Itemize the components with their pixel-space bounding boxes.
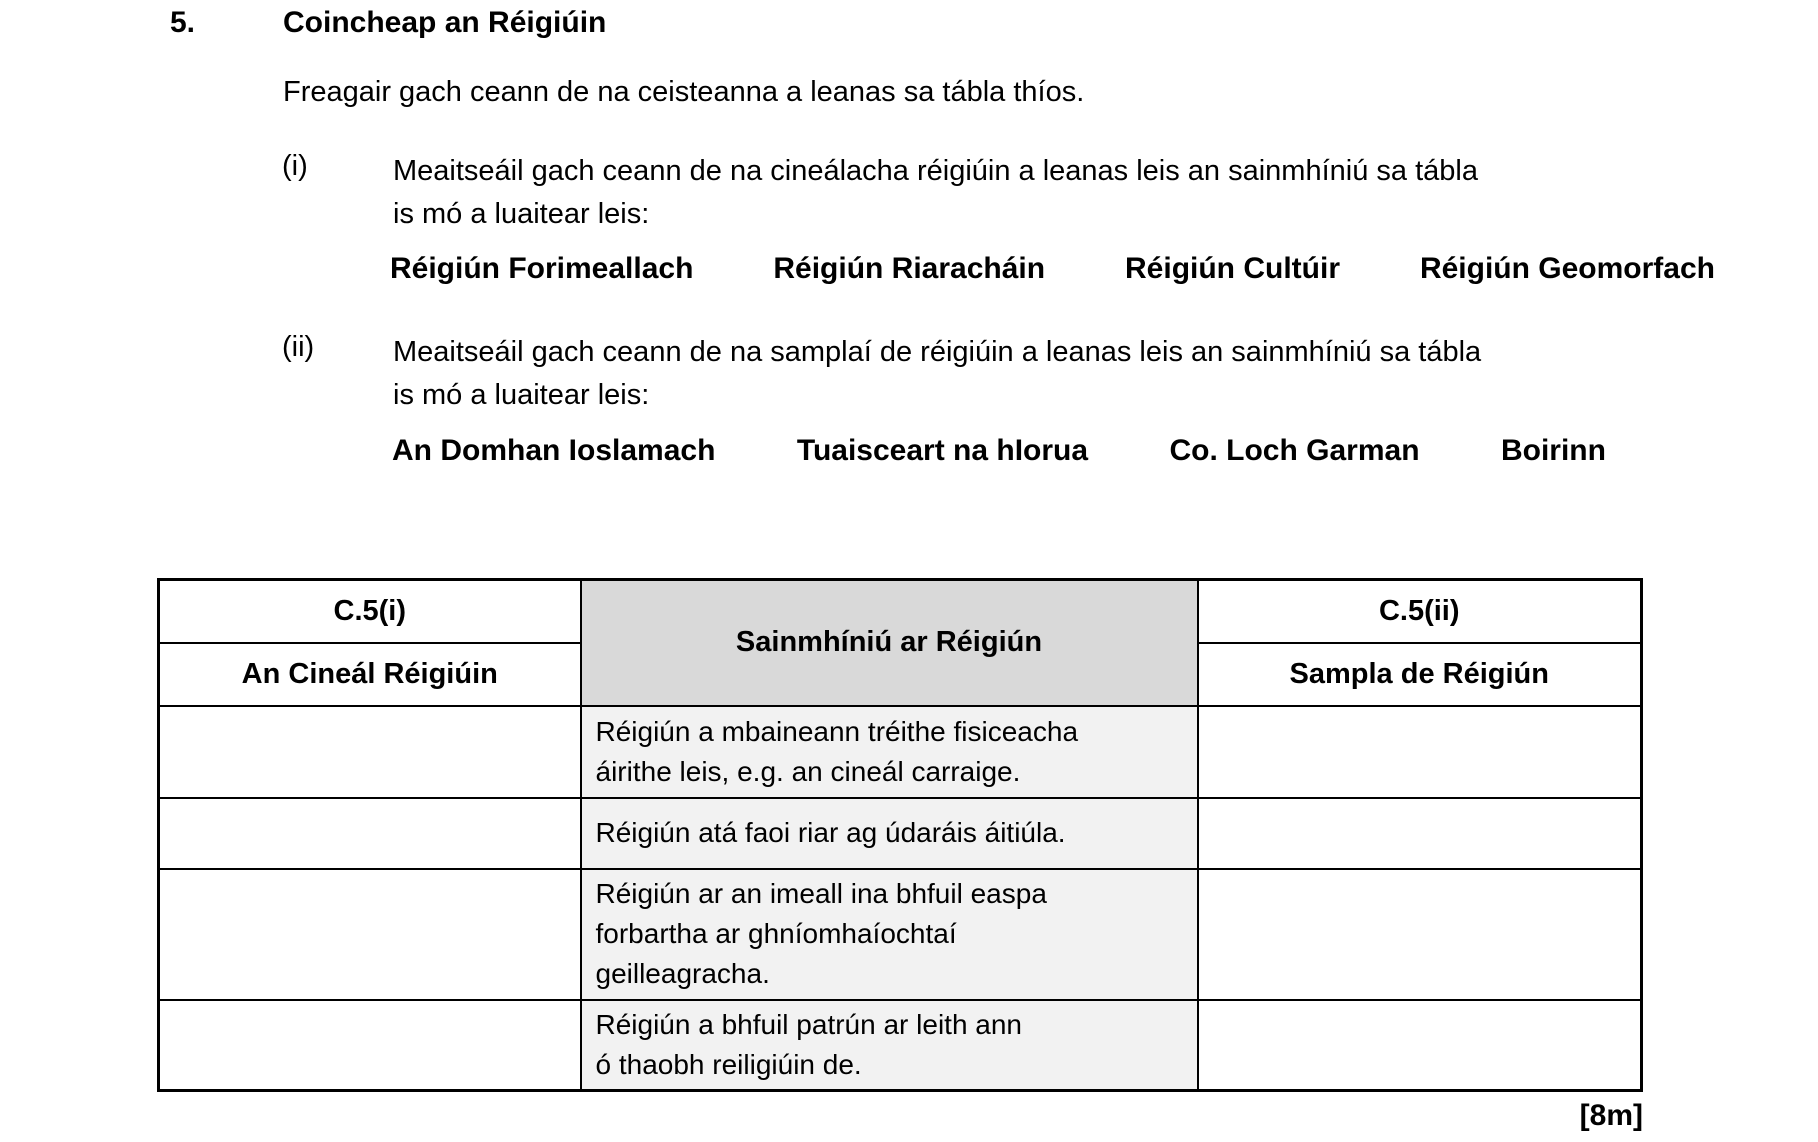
table-row: Réigiún a bhfuil patrún ar leith ann ó t… <box>157 998 1643 1091</box>
answer-cell-region-type <box>157 867 582 1001</box>
part-i-text: Meaitseáil gach ceann de na cineálacha r… <box>393 155 1478 230</box>
option-region-example: Boirinn <box>1500 434 1606 467</box>
table-header-definition: Sainmhíniú ar Réigiún <box>579 578 1199 707</box>
table-header-c5ii: C.5(ii) <box>1196 578 1643 644</box>
part-i-options: Réigiún Forimeallach Réigiún Riaracháin … <box>390 252 1715 286</box>
definition-cell: Réigiún a mbaineann tréithe fisiceacha á… <box>579 704 1199 799</box>
definition-cell: Réigiún a bhfuil patrún ar leith ann ó t… <box>579 998 1199 1091</box>
question-number: 5. <box>170 6 196 39</box>
option-region-type: Réigiún Riaracháin <box>773 252 1046 285</box>
part-ii-text: Meaitseáil gach ceann de na samplaí de r… <box>393 336 1482 411</box>
table-header-c5i: C.5(i) <box>157 578 582 644</box>
definition-cell: Réigiún atá faoi riar ag údaráis áitiúla… <box>579 796 1199 870</box>
option-region-type: Réigiún Cultúir <box>1125 252 1340 285</box>
answer-cell-region-type <box>157 704 582 799</box>
option-region-type: Réigiún Forimeallach <box>390 252 694 285</box>
option-region-example: Co. Loch Garman <box>1169 434 1420 467</box>
answer-cell-region-example <box>1196 704 1643 799</box>
part-i-label: (i) <box>282 150 308 182</box>
answer-cell-region-type <box>157 796 582 870</box>
answer-cell-region-example <box>1196 867 1643 1001</box>
option-region-example: An Domhan Ioslamach <box>392 434 716 467</box>
table-row: Réigiún a mbaineann tréithe fisiceacha á… <box>157 704 1643 799</box>
table-header-sample-label: Sampla de Réigiún <box>1196 641 1643 707</box>
definition-cell: Réigiún ar an imeall ina bhfuil easpa fo… <box>579 867 1199 1001</box>
answer-cell-region-example <box>1196 796 1643 870</box>
part-ii-options: An Domhan Ioslamach Tuaisceart na hIorua… <box>392 434 1606 468</box>
intro-text: Freagair gach ceann de na ceisteanna a l… <box>283 76 1085 108</box>
table-header-row-top: C.5(i) Sainmhíniú ar Réigiún C.5(ii) <box>157 578 1643 707</box>
table-row: Réigiún ar an imeall ina bhfuil easpa fo… <box>157 867 1643 1001</box>
option-region-type: Réigiún Geomorfach <box>1419 252 1715 285</box>
marks-badge: [8m] <box>1579 1099 1643 1132</box>
table-header-type-label: An Cineál Réigiúin <box>157 641 582 707</box>
part-ii-label: (ii) <box>282 331 315 363</box>
answer-cell-region-type <box>157 998 582 1091</box>
table-row: Réigiún atá faoi riar ag údaráis áitiúla… <box>157 796 1643 870</box>
table-header-row-bottom: An Cineál Réigiúin Sampla de Réigiún <box>157 641 1643 707</box>
option-region-example: Tuaisceart na hIorua <box>796 434 1089 467</box>
answer-cell-region-example <box>1196 998 1643 1091</box>
answer-table: C.5(i) Sainmhíniú ar Réigiún C.5(ii) An … <box>157 578 1643 1092</box>
page-title: Coincheap an Réigiúin <box>283 6 607 39</box>
